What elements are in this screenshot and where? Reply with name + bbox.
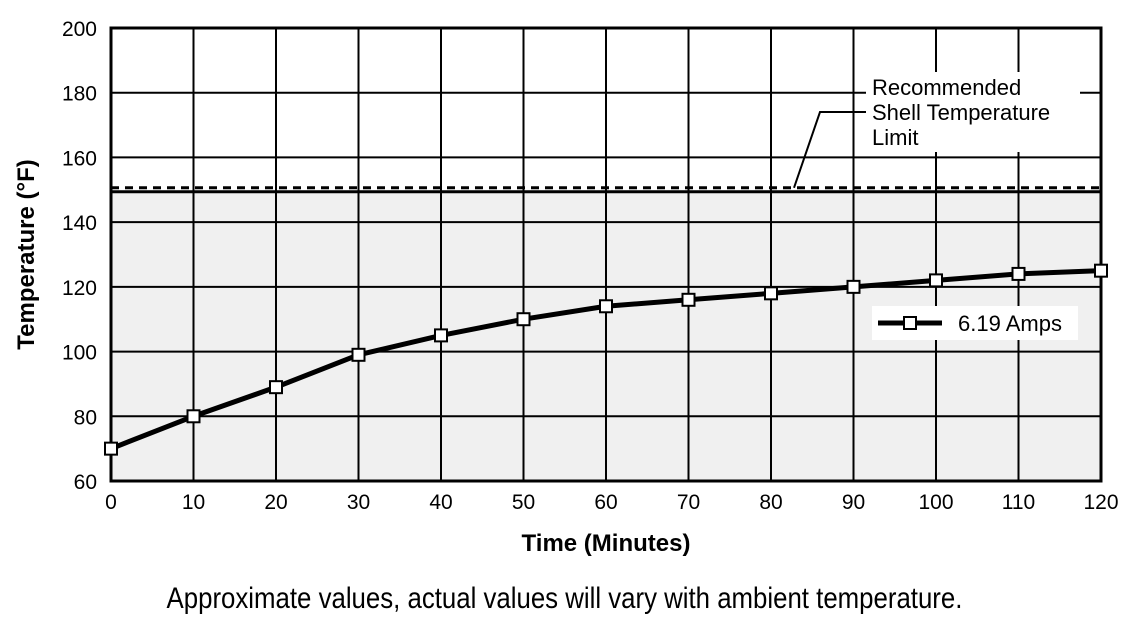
annotation-background [866, 72, 1080, 152]
x-tick-labels: 0 10 20 30 40 50 60 70 80 90 100 110 120 [105, 491, 1118, 514]
y-tick-label: 180 [62, 83, 97, 106]
x-axis-title: Time (Minutes) [522, 530, 691, 557]
annotation-line: Recommended [872, 75, 1021, 100]
x-tick-label: 60 [594, 491, 617, 514]
data-point [186, 409, 201, 424]
legend-marker [903, 316, 917, 330]
data-point [929, 273, 943, 288]
data-point [846, 279, 861, 294]
y-tick-labels: 60 80 100 120 140 160 180 200 [62, 18, 97, 494]
x-tick-label: 80 [759, 491, 782, 514]
y-tick-label: 60 [74, 471, 97, 494]
x-tick-label: 10 [182, 491, 205, 514]
data-point [269, 380, 283, 395]
x-tick-label: 20 [264, 491, 287, 514]
legend-label: 6.19 Amps [958, 311, 1062, 336]
data-point [599, 299, 613, 314]
y-tick-label: 200 [62, 18, 97, 41]
data-point [516, 312, 531, 327]
x-tick-label: 70 [677, 491, 700, 514]
data-point [764, 286, 778, 301]
data-point [351, 347, 366, 362]
data-point [681, 292, 696, 307]
plot-frame [109, 26, 1103, 483]
data-point [1011, 266, 1026, 281]
annotation-line: Shell Temperature [872, 100, 1050, 125]
annotation-line: Limit [872, 125, 918, 150]
data-point [1094, 263, 1108, 278]
x-tick-label: 110 [1002, 491, 1035, 514]
series-group [104, 263, 1108, 456]
data-point [434, 328, 448, 343]
legend: 6.19 Amps [872, 306, 1078, 340]
x-tick-label: 40 [429, 491, 452, 514]
y-tick-label: 160 [62, 147, 97, 170]
x-tick-label: 90 [842, 491, 865, 514]
y-tick-label: 140 [62, 212, 97, 235]
y-axis-title: Temperature (°F) [13, 159, 40, 350]
x-tick-label: 100 [918, 491, 953, 514]
x-tick-label: 0 [105, 491, 117, 514]
x-tick-label: 30 [347, 491, 370, 514]
data-point [104, 441, 118, 456]
annotation-leader [793, 111, 866, 189]
y-tick-label: 100 [62, 342, 97, 365]
x-tick-label: 120 [1083, 491, 1118, 514]
caption: Approximate values, actual values will v… [166, 582, 963, 615]
y-tick-label: 80 [74, 406, 97, 429]
x-tick-label: 50 [512, 491, 535, 514]
y-tick-label: 120 [62, 277, 97, 300]
